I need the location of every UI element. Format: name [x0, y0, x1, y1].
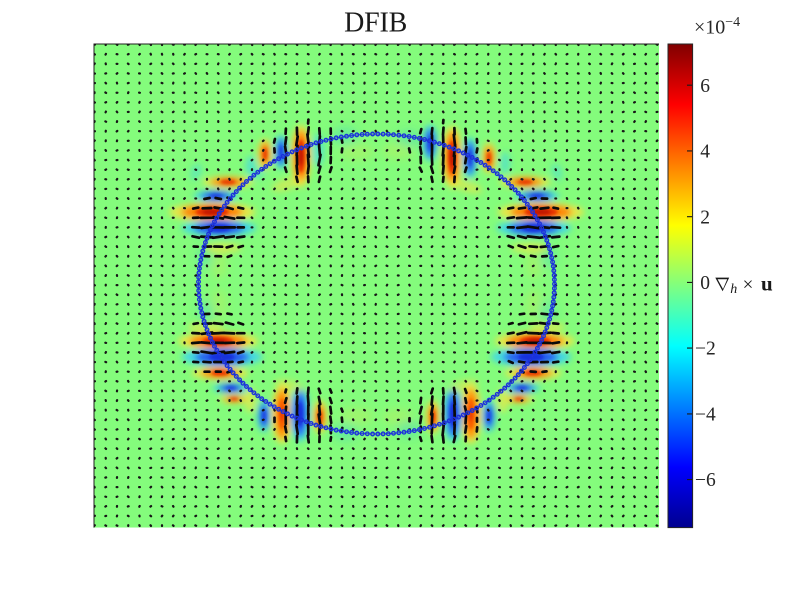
svg-text:×: × [743, 275, 754, 296]
svg-text:−6: −6 [695, 470, 716, 491]
svg-text:DFIB: DFIB [344, 8, 407, 39]
svg-text:−2: −2 [695, 339, 716, 360]
svg-text:−4: −4 [695, 405, 716, 426]
svg-text:2: 2 [700, 207, 710, 228]
svg-text:4: 4 [700, 142, 710, 163]
svg-text:6: 6 [700, 76, 710, 97]
svg-text:0: 0 [700, 273, 710, 294]
svg-text:h: h [730, 282, 737, 297]
svg-text:u: u [761, 272, 773, 296]
